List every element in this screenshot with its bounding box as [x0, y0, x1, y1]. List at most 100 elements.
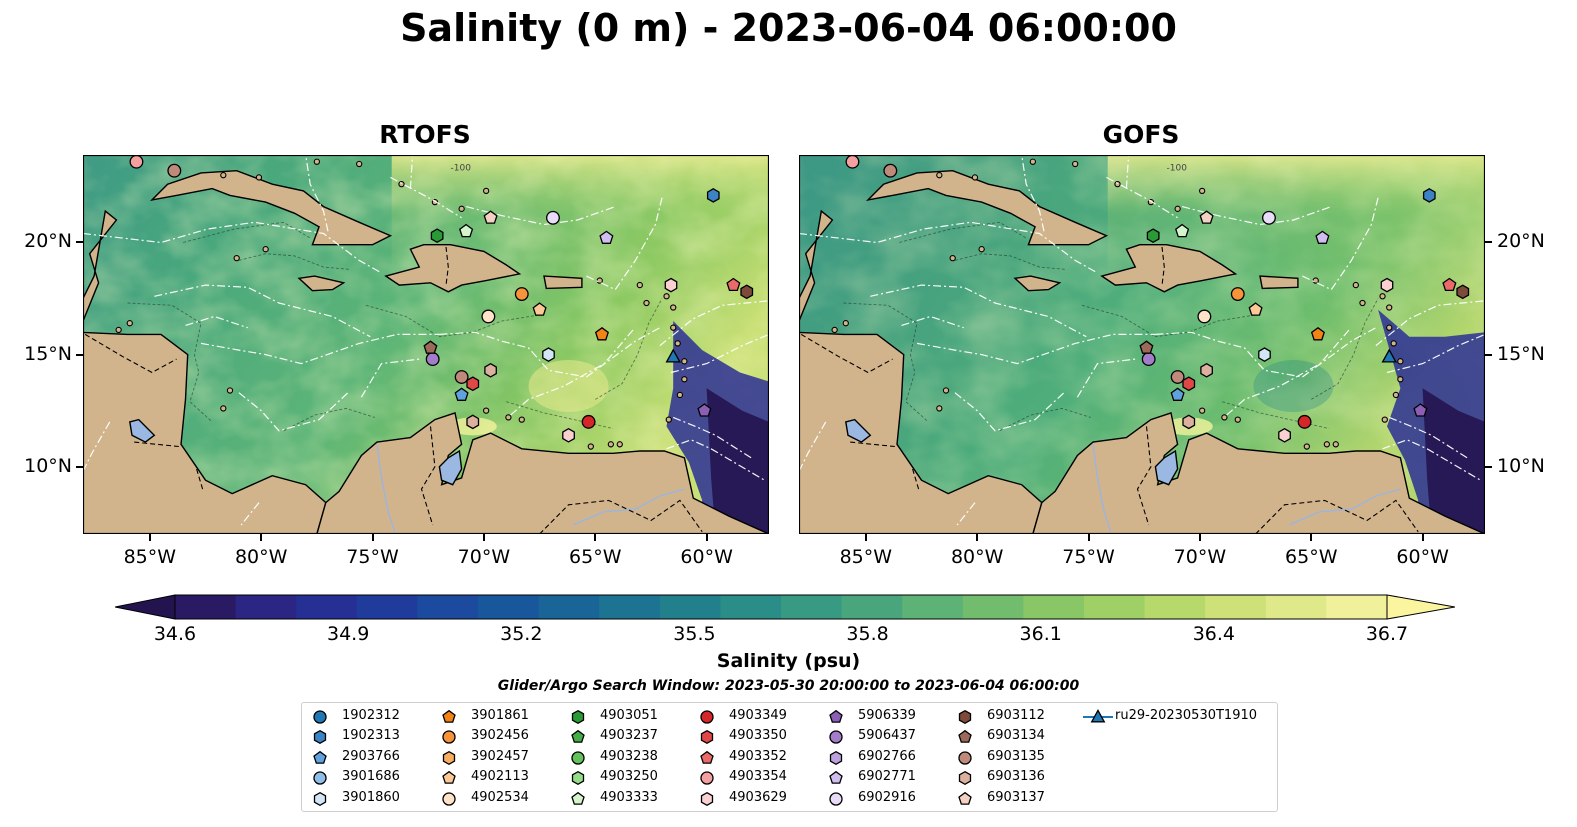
- lat-tick-label: 15°N: [24, 342, 72, 365]
- page-title: Salinity (0 m) - 2023-06-04 06:00:00: [400, 6, 1177, 50]
- float-marker-4903629: [1380, 277, 1394, 293]
- float-marker-4903629: [1278, 427, 1291, 443]
- legend-label: 6902771: [858, 769, 916, 784]
- legend-label: 4903629: [729, 790, 787, 805]
- legend-label: 6903112: [987, 708, 1045, 723]
- legend-circle-icon: [829, 792, 843, 806]
- map-panel-rtofs[interactable]: -100: [83, 155, 769, 534]
- float-marker-6903135: [454, 370, 469, 384]
- lon-tick-mark: [705, 534, 708, 541]
- legend-circle-icon: [442, 792, 456, 806]
- float-marker-4903629: [664, 277, 678, 293]
- legend-label: 3901860: [342, 790, 400, 805]
- legend-hexagon-icon: [958, 709, 972, 725]
- float-marker-4902113: [1248, 302, 1263, 316]
- float-marker-ru29-20230530T1910: [1381, 348, 1397, 363]
- float-marker-4903051: [430, 228, 444, 244]
- lon-tick-label: 65°W: [569, 546, 622, 568]
- float-legend: 1902312 1902313 2903766 3901686 3901860 39018…: [301, 702, 1278, 812]
- legend-label: 6903137: [987, 790, 1045, 805]
- lon-tick-label: 85°W: [839, 546, 893, 568]
- colorbar-bin: [417, 595, 479, 619]
- float-marker-6903135: [1170, 370, 1185, 384]
- panel-title-rtofs: RTOFS: [379, 120, 471, 149]
- float-marker-5906437: [425, 352, 440, 367]
- colorbar-tick-label: 34.6: [153, 623, 197, 645]
- legend-label: 6903135: [987, 749, 1045, 764]
- colorbar-tick-label: 34.9: [326, 623, 370, 645]
- lon-tick-label: 70°W: [457, 546, 511, 568]
- float-marker-6903135: [883, 163, 898, 178]
- colorbar-bin: [478, 595, 540, 619]
- legend-label: 4902534: [471, 790, 529, 805]
- colorbar-label: Salinity (psu): [716, 650, 861, 672]
- legend-pentagon-icon: [958, 791, 972, 805]
- legend-pentagon-icon: [958, 729, 972, 743]
- legend-label: 4903333: [600, 790, 658, 805]
- legend-label: 5906437: [858, 728, 916, 743]
- float-marker-3901860: [1258, 347, 1271, 362]
- legend-pentagon-icon: [442, 709, 456, 723]
- float-marker-3902456: [514, 287, 529, 301]
- float-marker-4903349: [581, 414, 596, 429]
- lon-tick-label: 65°W: [1285, 546, 1338, 568]
- float-marker-4903350: [466, 376, 480, 392]
- map-panel-gofs[interactable]: -100: [799, 155, 1485, 534]
- lon-tick-mark: [976, 534, 979, 541]
- legend-hexagon-icon: [313, 791, 327, 807]
- float-marker-4903333: [459, 223, 474, 238]
- legend-label: 6902766: [858, 749, 916, 764]
- lon-tick-mark: [594, 534, 597, 541]
- float-marker-4902113: [532, 302, 547, 316]
- lon-tick-label: 85°W: [123, 546, 177, 568]
- float-marker-6902916: [1262, 210, 1276, 225]
- lat-tick-mark: [1485, 241, 1492, 244]
- legend-label: 6903134: [987, 728, 1045, 743]
- legend-pentagon-icon: [829, 770, 843, 784]
- colorbar-bin: [781, 595, 843, 619]
- float-marker-6902771: [1315, 230, 1330, 244]
- lat-tick-label: 10°N: [24, 454, 72, 477]
- lat-tick-label: 20°N: [1497, 230, 1545, 253]
- colorbar-bin: [1326, 595, 1388, 619]
- float-marker-4903354: [845, 155, 860, 169]
- float-marker-4903350: [1182, 376, 1196, 392]
- lon-tick-mark: [1310, 534, 1313, 541]
- legend-label: 3902456: [471, 728, 529, 743]
- legend-label: 4902113: [471, 769, 529, 784]
- legend-label: 4903352: [729, 749, 787, 764]
- legend-label: 2903766: [342, 749, 400, 764]
- colorbar-bin: [175, 595, 237, 619]
- lon-tick-label: 80°W: [234, 546, 288, 568]
- legend-pentagon-icon: [829, 709, 843, 723]
- legend-circle-icon: [313, 771, 327, 785]
- legend-circle-icon: [958, 751, 972, 765]
- lon-tick-label: 75°W: [346, 546, 399, 568]
- legend-label: ru29-20230530T1910: [1115, 708, 1258, 723]
- lon-tick-mark: [1087, 534, 1090, 541]
- colorbar-bin: [296, 595, 358, 619]
- lon-tick-mark: [371, 534, 374, 541]
- contour-label: -100: [1167, 164, 1188, 174]
- float-marker-1902313: [1422, 188, 1436, 203]
- float-marker-5906339: [697, 403, 712, 417]
- legend-hexagon-icon: [700, 729, 714, 745]
- colorbar-bin: [1084, 595, 1146, 619]
- colorbar-bin: [962, 595, 1024, 619]
- float-marker-6902916: [546, 210, 560, 225]
- legend-circle-icon: [700, 771, 714, 785]
- legend-pentagon-icon: [442, 770, 456, 784]
- lon-tick-mark: [260, 534, 263, 541]
- float-marker-5906437: [1141, 352, 1156, 367]
- float-marker-4903349: [1297, 414, 1312, 429]
- float-marker-1902313: [706, 188, 720, 203]
- lon-tick-label: 60°W: [680, 546, 733, 568]
- colorbar-bin: [1144, 595, 1206, 619]
- legend-label: 4903350: [729, 728, 787, 743]
- lat-tick-label: 15°N: [1497, 342, 1545, 365]
- legend-label: 3901686: [342, 769, 400, 784]
- float-marker-6903136: [484, 362, 497, 378]
- colorbar-bin: [1023, 595, 1085, 619]
- lat-tick-mark: [1485, 353, 1492, 356]
- float-marker-6902771: [599, 230, 614, 244]
